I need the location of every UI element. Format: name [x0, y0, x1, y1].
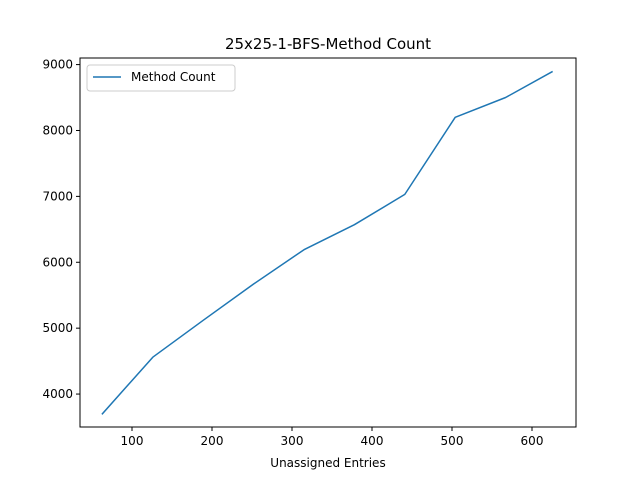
plot-area: 100 200 300 400 500 600 4000 5000 6000 7000 8000 90…: [42, 58, 554, 448]
x-tick-label: 100: [121, 434, 144, 448]
legend: Method Count: [86, 64, 236, 92]
x-tick-label: 500: [441, 434, 464, 448]
x-tick-label: 400: [361, 434, 384, 448]
y-tick-label: 7000: [42, 189, 73, 203]
legend-label: Method Count: [131, 70, 216, 84]
x-tick-label: 300: [281, 434, 304, 448]
y-tick-label: 5000: [42, 321, 73, 335]
legend-box: [86, 64, 236, 92]
y-tick-label: 9000: [42, 58, 73, 72]
axes-frame: [79, 57, 577, 428]
y-tick-label: 6000: [42, 255, 73, 269]
x-tick-label: 200: [201, 434, 224, 448]
chart-title: 25x25-1-BFS-Method Count: [225, 35, 431, 53]
series-line-method-count: [101, 70, 554, 415]
y-tick-label: 4000: [42, 387, 73, 401]
x-axis-label: Unassigned Entries: [270, 456, 385, 470]
y-tick-label: 8000: [42, 123, 73, 137]
x-tick-label: 600: [521, 434, 544, 448]
